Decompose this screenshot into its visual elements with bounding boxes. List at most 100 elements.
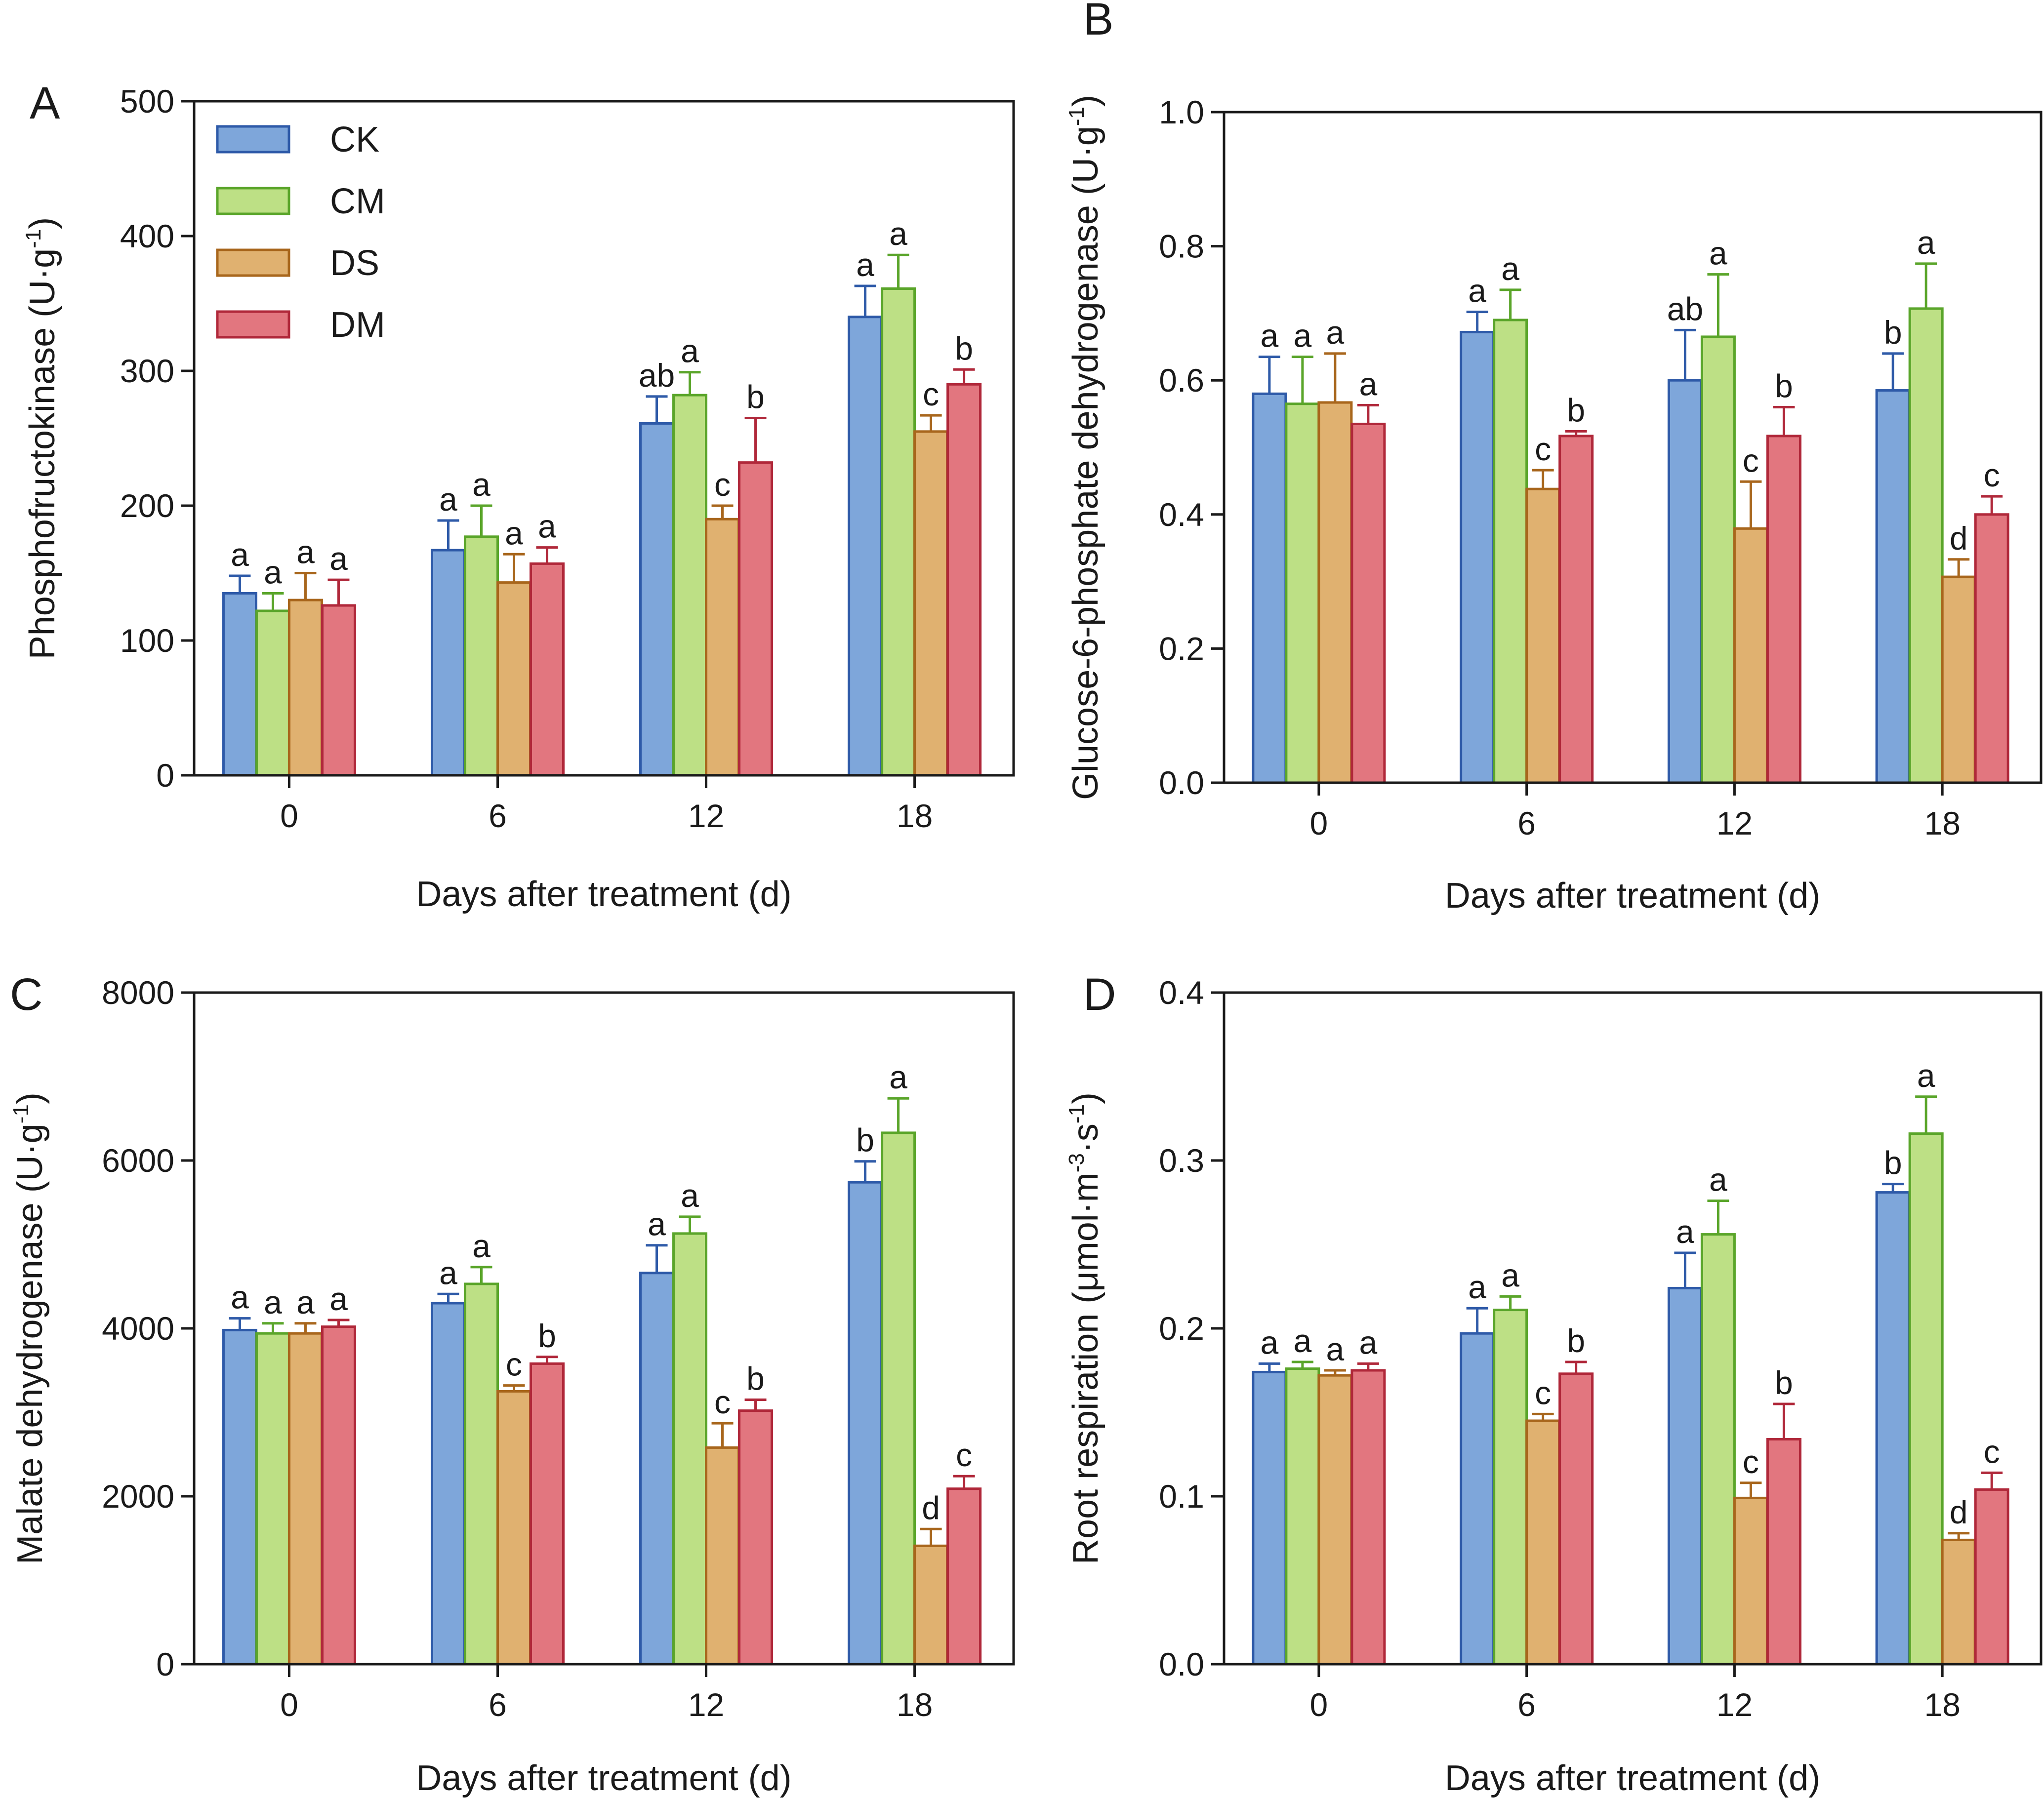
significance-letter: a — [505, 515, 523, 551]
y-axis-title: Glucose-6-phosphate dehydrogenase (U·g-1… — [1064, 95, 1105, 800]
significance-letter: a — [231, 536, 249, 573]
significance-letter: a — [1709, 235, 1727, 272]
bar-dm-day-18 — [946, 383, 982, 777]
significance-letter: a — [538, 508, 556, 545]
significance-letter: a — [648, 1206, 666, 1242]
bar-cm-day-6 — [463, 1282, 499, 1666]
plot-frame — [1223, 111, 2043, 784]
y-axis-title: Malate dehydrogenase (U·g-1) — [9, 1092, 50, 1564]
significance-letter: a — [1359, 365, 1378, 402]
y-tick-label: 100 — [120, 622, 174, 659]
bar-ds-day-6 — [1525, 487, 1561, 784]
significance-letter: c — [1743, 1443, 1759, 1480]
y-tick-label: 0.2 — [1159, 630, 1204, 667]
significance-letter: b — [955, 330, 973, 366]
significance-letter: b — [746, 379, 765, 415]
bar-dm-day-0 — [1350, 1369, 1386, 1666]
bar-ds-day-0 — [1317, 401, 1353, 784]
bar-ck-day-18 — [1875, 1191, 1911, 1666]
bar-ck-day-6 — [1460, 1332, 1495, 1666]
bar-cm-day-12 — [672, 1232, 708, 1666]
x-tick-label: 18 — [1924, 805, 1960, 841]
significance-letter: b — [856, 1122, 874, 1159]
significance-letter: a — [264, 1284, 282, 1320]
bar-ck-day-12 — [639, 422, 675, 777]
significance-letter: c — [1984, 457, 2000, 493]
significance-letter: a — [1709, 1161, 1727, 1198]
significance-letter: a — [296, 534, 315, 570]
significance-letter: a — [1501, 250, 1519, 287]
significance-letter: a — [264, 554, 282, 590]
significance-letter: b — [1567, 1322, 1585, 1359]
bar-ds-day-18 — [1941, 1538, 1976, 1666]
significance-letter: b — [746, 1360, 765, 1397]
bar-ck-day-6 — [430, 1302, 466, 1666]
bar-dm-day-18 — [1974, 513, 2009, 784]
legend-label-dm: DM — [330, 305, 385, 345]
x-tick-label: 6 — [489, 1686, 507, 1723]
bar-cm-day-12 — [1700, 335, 1736, 784]
bar-ds-day-18 — [1941, 575, 1976, 784]
y-tick-label: 0.8 — [1159, 228, 1204, 265]
bar-ck-day-0 — [1252, 1370, 1287, 1666]
significance-letter: a — [296, 1284, 315, 1320]
bar-ds-day-0 — [287, 1332, 323, 1666]
x-tick-label: 0 — [1310, 1686, 1328, 1723]
significance-letter: ab — [1667, 290, 1703, 327]
y-axis-title: Root respiration (μmol·m-3·s-1) — [1064, 1092, 1105, 1564]
y-tick-label: 0.4 — [1159, 974, 1204, 1011]
bar-dm-day-12 — [1766, 1438, 1801, 1666]
bar-dm-day-6 — [1558, 435, 1594, 784]
significance-letter: a — [1501, 1257, 1519, 1293]
y-axis-title: Phosphofructokinase (U·g-1) — [21, 217, 62, 660]
significance-letter: a — [472, 466, 491, 503]
significance-letter: c — [1984, 1433, 2000, 1470]
bar-cm-day-0 — [1285, 1367, 1320, 1666]
bar-dm-day-6 — [529, 562, 565, 777]
x-tick-label: 0 — [280, 798, 298, 834]
x-tick-label: 12 — [1717, 805, 1753, 841]
significance-letter: a — [1326, 1331, 1345, 1367]
y-tick-label: 6000 — [102, 1142, 174, 1179]
significance-letter: c — [1535, 431, 1551, 467]
significance-letter: ab — [639, 357, 675, 394]
significance-letter: d — [1950, 1494, 1968, 1530]
significance-letter: a — [1917, 1057, 1935, 1094]
x-axis-title: Days after treatment (d) — [1445, 1759, 1820, 1798]
y-tick-label: 400 — [120, 218, 174, 254]
bar-ds-day-6 — [1525, 1419, 1561, 1666]
y-tick-label: 0.0 — [1159, 1646, 1204, 1682]
x-tick-label: 0 — [280, 1686, 298, 1723]
bar-ck-day-18 — [1875, 389, 1911, 784]
y-tick-label: 0.1 — [1159, 1478, 1204, 1515]
significance-letter: c — [1743, 442, 1759, 479]
panel-label-a: A — [30, 78, 60, 128]
bar-cm-day-12 — [672, 394, 708, 777]
significance-letter: a — [856, 246, 874, 283]
y-tick-label: 1.0 — [1159, 94, 1204, 130]
bar-cm-day-0 — [255, 609, 290, 777]
bar-ck-day-0 — [222, 1328, 257, 1666]
bar-dm-day-12 — [738, 1409, 774, 1666]
bar-dm-day-12 — [1766, 435, 1801, 784]
significance-letter: b — [538, 1318, 556, 1354]
bar-ck-day-18 — [848, 1181, 883, 1666]
bar-dm-day-6 — [1558, 1372, 1594, 1666]
x-tick-label: 12 — [688, 798, 724, 834]
x-tick-label: 18 — [897, 798, 933, 834]
y-tick-label: 300 — [120, 353, 174, 389]
bar-ck-day-12 — [1667, 1286, 1703, 1666]
significance-letter: b — [1884, 314, 1902, 351]
significance-letter: a — [681, 1177, 699, 1214]
significance-letter: a — [1294, 1322, 1312, 1359]
x-tick-label: 18 — [897, 1686, 933, 1723]
panel-label-d: D — [1083, 969, 1116, 1020]
bar-ds-day-18 — [913, 430, 949, 777]
bar-ds-day-12 — [1733, 527, 1768, 784]
x-tick-label: 18 — [1924, 1686, 1960, 1723]
bar-cm-day-18 — [881, 1131, 916, 1666]
significance-letter: c — [714, 466, 731, 503]
y-tick-label: 2000 — [102, 1478, 174, 1515]
